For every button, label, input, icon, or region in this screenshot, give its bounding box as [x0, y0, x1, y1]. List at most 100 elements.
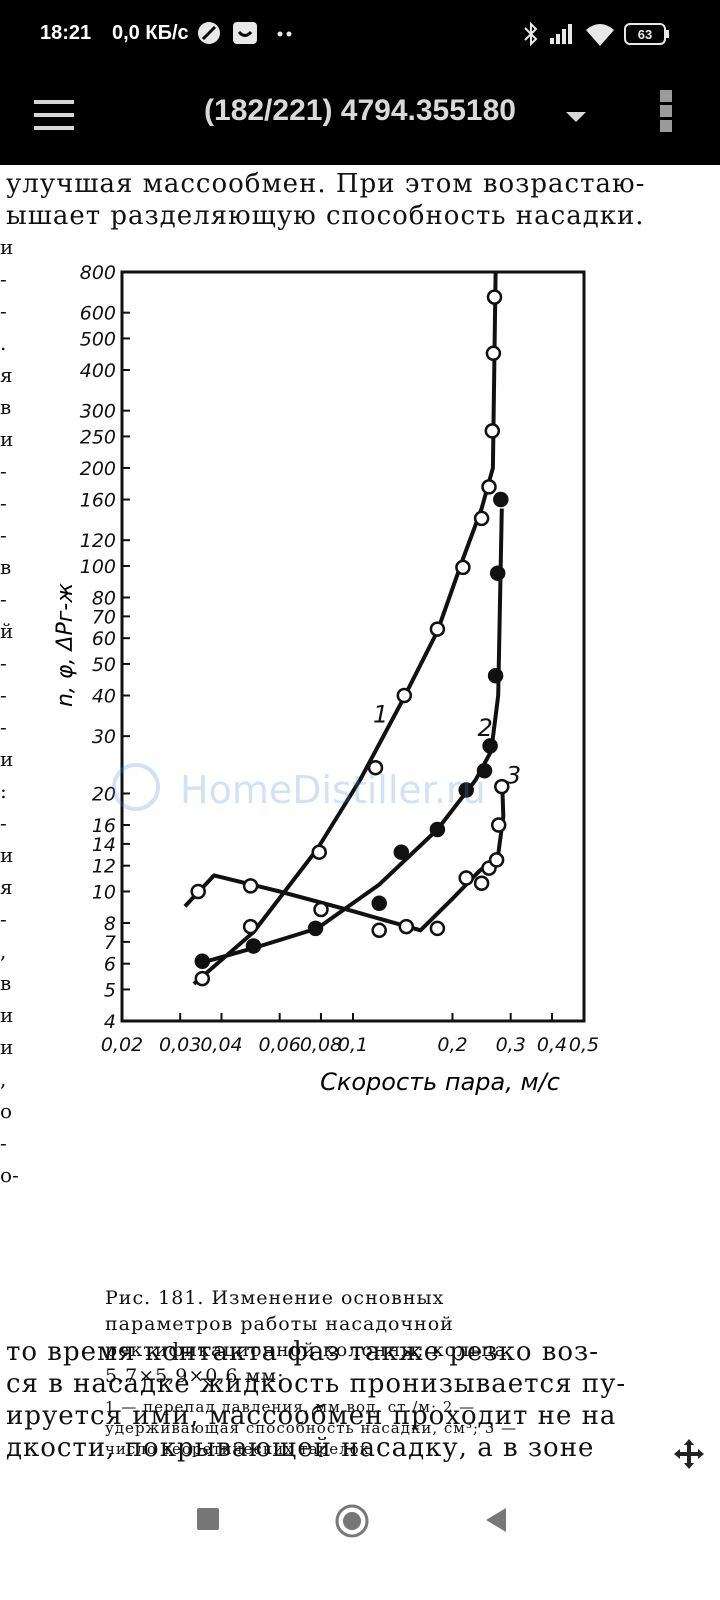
y-tick-label: 120 — [80, 530, 116, 552]
watermark: HomeDistiller.ru — [112, 763, 486, 812]
series-2-point — [487, 667, 504, 684]
margin-fragment: в — [0, 555, 12, 579]
app-bar: (182/221) 4794.355180 — [0, 70, 720, 165]
figure-caption: Рис. 181. Изменение основных параметров … — [105, 1287, 507, 1387]
margin-fragment: , — [0, 1067, 7, 1091]
margin-fragment: и — [0, 235, 14, 259]
series-3-point — [458, 870, 474, 886]
margin-fragment: - — [0, 811, 7, 835]
series-2-point — [458, 782, 474, 798]
x-tick-label: 0,4 — [537, 1034, 567, 1056]
body-text-line: то время контакта фаз также резко воз- — [6, 1337, 600, 1367]
body-text-line: ышает разделяющую способность насадки. — [6, 201, 645, 231]
margin-fragment: и — [0, 1003, 14, 1027]
series-2-point — [393, 844, 410, 860]
series-3-point — [242, 878, 259, 894]
body-text-line: ся в насадке жидкость пронизывается пу- — [6, 1369, 627, 1399]
y-tick-label: 4 — [104, 1011, 116, 1033]
menu-icon[interactable] — [34, 100, 74, 134]
body-text-line: ируется ими, массообмен проходит не на — [6, 1401, 617, 1431]
margin-fragment: я — [0, 875, 13, 899]
page-title[interactable]: (182/221) 4794.355180 — [204, 94, 516, 127]
series-3-point — [371, 922, 387, 939]
series-3-point — [190, 883, 206, 900]
series-2-point — [307, 920, 324, 937]
y-tick-label: 20 — [92, 783, 116, 805]
margin-fragment: - — [0, 491, 7, 515]
y-tick-label: 10 — [92, 881, 116, 903]
y-tick-label: 16 — [92, 815, 116, 837]
series-1-point — [194, 970, 211, 987]
y-tick-label: 6 — [104, 954, 116, 976]
y-tick-label: 250 — [80, 426, 116, 448]
y-tick-label: 50 — [92, 654, 116, 676]
margin-fragment: - — [0, 1131, 7, 1155]
y-tick-label: 80 — [92, 588, 116, 610]
move-arrows-icon[interactable] — [672, 1437, 706, 1471]
recents-square-icon[interactable] — [196, 1507, 220, 1531]
body-text-line: дкости, покрывающей насадку, а в зоне — [6, 1433, 595, 1463]
margin-fragment: о- — [0, 1163, 19, 1187]
margin-fragment: - — [0, 299, 7, 323]
series-2-label: 2 — [477, 714, 492, 742]
margin-fragment: и — [0, 747, 14, 771]
y-axis-label: n, φ, ΔPг-ж — [53, 583, 78, 707]
watermark-text: HomeDistiller.ru — [180, 768, 486, 812]
dropdown-arrow-icon[interactable] — [565, 110, 587, 124]
series-2-point — [489, 565, 506, 581]
series-1-point — [311, 844, 327, 860]
x-axis-label: Скорость пара, м/с — [320, 1068, 560, 1096]
margin-fragment: - — [0, 267, 7, 291]
y-tick-label: 12 — [92, 856, 116, 878]
body-text-line: улучшая массообмен. При этом возрастаю- — [6, 169, 646, 199]
battery-icon: 63 — [624, 23, 669, 45]
margin-fragment: - — [0, 459, 7, 483]
figure-note: 1 — перепад давления, мм вод. ст./м; 2 —… — [105, 1398, 518, 1458]
y-tick-label: 100 — [80, 556, 116, 578]
y-tick-label: 40 — [92, 685, 116, 707]
y-tick-label: 300 — [80, 401, 116, 423]
series-1-point — [481, 479, 497, 495]
y-tick-label: 30 — [92, 726, 116, 748]
margin-fragment: - — [0, 683, 7, 707]
series-2-point — [245, 938, 262, 954]
series-1-line — [192, 271, 498, 986]
y-tick-label: 400 — [80, 360, 116, 382]
series-3-label: 3 — [506, 761, 521, 789]
x-tick-label: 0,04 — [200, 1034, 242, 1056]
margin-fragment: . — [0, 331, 7, 355]
y-tick-label: 600 — [80, 303, 116, 325]
y-tick-label: 200 — [80, 458, 116, 480]
series-3-point — [488, 852, 505, 868]
more-dots-icon — [277, 31, 292, 37]
network-speed: 0,0 КБ/с — [112, 22, 189, 44]
series-1-point — [367, 759, 384, 776]
chart-frame — [120, 270, 586, 1023]
home-circle-icon[interactable] — [334, 1503, 370, 1539]
series-1-point — [486, 289, 503, 305]
y-tick-label: 8 — [104, 913, 116, 935]
overflow-menu-icon[interactable] — [660, 90, 674, 135]
margin-fragment: и — [0, 1035, 14, 1059]
smile-icon — [233, 22, 257, 44]
margin-fragment: - — [0, 651, 7, 675]
back-triangle-icon[interactable] — [484, 1507, 508, 1533]
y-tick-label: 7 — [104, 932, 116, 954]
margin-fragment: в — [0, 395, 12, 419]
x-tick-label: 0,1 — [338, 1034, 368, 1056]
series-1-label: 1 — [373, 701, 388, 729]
bluetooth-icon — [524, 21, 538, 47]
status-bar: 18:21 0,0 КБ/с 63 — [0, 0, 720, 70]
margin-fragment: - — [0, 907, 7, 931]
series-2-point — [429, 821, 446, 838]
series-3-point — [398, 918, 415, 935]
document-page[interactable]: улучшая массообмен. При этом возрастаю- … — [0, 165, 720, 1477]
y-tick-label: 500 — [80, 328, 116, 350]
battery-level: 63 — [638, 27, 652, 42]
series-1-point — [485, 345, 502, 362]
margin-fragment: , — [0, 939, 7, 963]
series-1-point — [473, 510, 490, 527]
series-1-point — [455, 559, 471, 576]
y-tick-label: 160 — [80, 490, 116, 512]
y-tick-label: 800 — [80, 262, 116, 284]
